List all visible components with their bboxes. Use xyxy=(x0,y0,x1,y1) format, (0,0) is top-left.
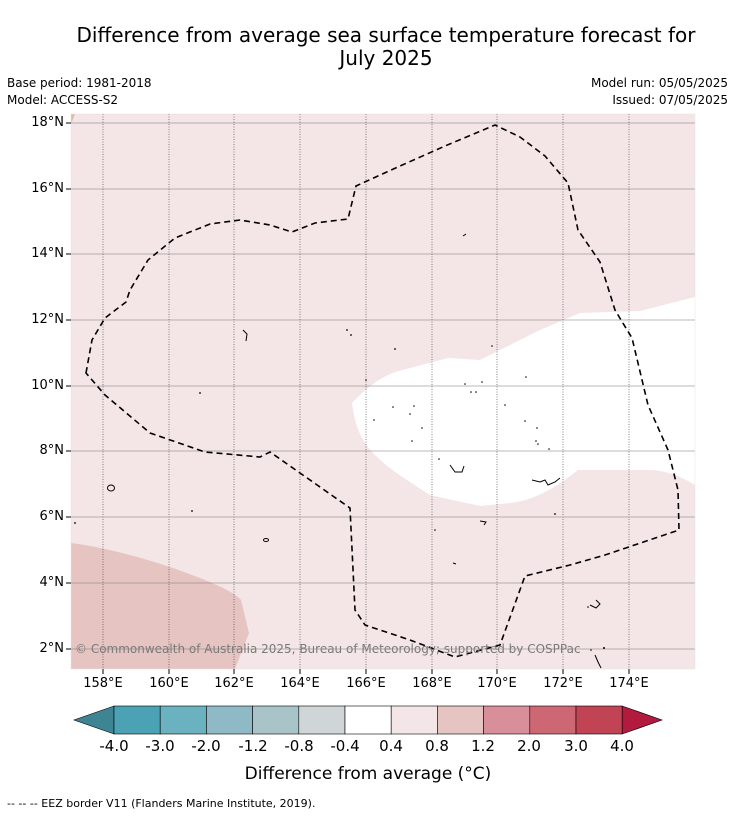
lon-label-170e: 170°E xyxy=(477,676,517,691)
colorbar-tick-label: 3.0 xyxy=(564,737,588,755)
eez-legend-text: -- -- -- EEZ border V11 (Flanders Marine… xyxy=(7,797,316,810)
island-outlines xyxy=(107,233,602,669)
colorbar-tick-label: -0.8 xyxy=(284,737,314,755)
lon-label-160e: 160°E xyxy=(149,676,189,691)
base-period-text: Base period: 1981-2018 xyxy=(7,76,152,90)
map-title-line2: July 2025 xyxy=(339,46,433,70)
lon-label-168e: 168°E xyxy=(412,676,452,691)
lon-label-174e: 174°E xyxy=(609,676,649,691)
lon-label-158e: 158°E xyxy=(83,676,123,691)
colorbar-extend-low xyxy=(73,705,115,735)
island-dots xyxy=(74,329,605,651)
colorbar-segment xyxy=(437,705,484,735)
colorbar-tick-label: 2.0 xyxy=(517,737,541,755)
lat-label-4n: 4°N xyxy=(39,575,65,590)
colorbar-segment xyxy=(390,705,438,735)
colorbar-segment xyxy=(298,705,346,735)
model-run-text: Model run: 05/05/2025 xyxy=(590,76,728,90)
colorbar-segment xyxy=(113,705,161,735)
colorbar-tick-label: 4.0 xyxy=(610,737,634,755)
anomaly-fill-neutral xyxy=(352,297,695,506)
colorbar-segment xyxy=(252,705,300,735)
colorbar-segment xyxy=(159,705,207,735)
colorbar-segment xyxy=(344,705,392,735)
lat-label-16n: 16°N xyxy=(31,181,64,196)
lat-label-2n: 2°N xyxy=(39,641,65,656)
map-plot-area xyxy=(71,114,695,669)
lat-label-6n: 6°N xyxy=(39,509,65,524)
issued-date-text: Issued: 07/05/2025 xyxy=(612,93,728,107)
colorbar-title: Difference from average (°C) xyxy=(244,764,492,784)
lon-label-172e: 172°E xyxy=(543,676,583,691)
colorbar-tick-label: -4.0 xyxy=(99,737,129,755)
colorbar-tick-label: 0.8 xyxy=(425,737,449,755)
colorbar-tick-label: -2.0 xyxy=(191,737,221,755)
colorbar-segment xyxy=(483,705,531,735)
colorbar-tick-label: -3.0 xyxy=(145,737,175,755)
land-fill xyxy=(71,114,75,124)
lon-ticks xyxy=(102,669,630,674)
colorbar-tick-label: -0.4 xyxy=(330,737,360,755)
colorbar-tick-label: 1.2 xyxy=(471,737,495,755)
model-text: Model: ACCESS-S2 xyxy=(7,93,119,107)
lon-label-162e: 162°E xyxy=(214,676,254,691)
map-parallels xyxy=(71,122,695,650)
colorbar-segment xyxy=(575,705,623,735)
lat-label-10n: 10°N xyxy=(31,378,64,393)
lat-label-12n: 12°N xyxy=(31,312,64,327)
lon-label-166e: 166°E xyxy=(346,676,386,691)
lat-ticks xyxy=(66,122,71,650)
map-gridlines xyxy=(102,114,630,669)
colorbar xyxy=(73,705,663,735)
lat-label-18n: 18°N xyxy=(31,115,64,130)
colorbar-extend-high xyxy=(621,705,663,735)
colorbar-tick-label: -1.2 xyxy=(238,737,268,755)
lon-label-164e: 164°E xyxy=(280,676,320,691)
map-title-line1: Difference from average sea surface temp… xyxy=(76,23,696,47)
lat-label-8n: 8°N xyxy=(39,443,65,458)
copyright-text: © Commonwealth of Australia 2025, Bureau… xyxy=(75,642,581,656)
map-frame xyxy=(70,113,696,670)
colorbar-segment xyxy=(206,705,253,735)
colorbar-segment xyxy=(529,705,577,735)
eez-border xyxy=(85,124,680,658)
colorbar-tick-label: 0.4 xyxy=(379,737,403,755)
lat-label-14n: 14°N xyxy=(31,246,64,261)
anomaly-fill-0-8-to-1-2 xyxy=(71,543,249,669)
